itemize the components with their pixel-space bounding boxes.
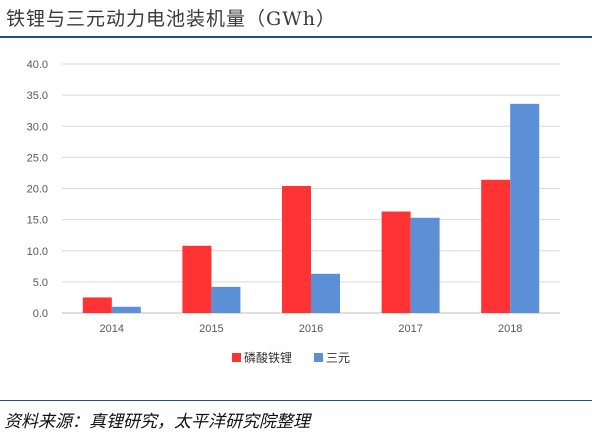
x-tick-label: 2017 xyxy=(398,323,422,335)
x-tick-label: 2016 xyxy=(299,323,323,335)
y-tick-label: 25.0 xyxy=(27,152,48,164)
bar-lfp-2016 xyxy=(282,186,311,313)
title-divider xyxy=(0,36,592,38)
x-tick-label: 2014 xyxy=(100,323,124,335)
source-note: 资料来源：真锂研究，太平洋研究院整理 xyxy=(4,412,310,432)
bar-ncm-2014 xyxy=(111,306,141,313)
chart-title: 铁锂与三元动力电池装机量（GWh） xyxy=(6,8,336,30)
y-tick-label: 30.0 xyxy=(27,121,48,133)
legend-label: 磷酸铁锂 xyxy=(244,350,292,365)
y-tick-label: 0.0 xyxy=(33,308,48,320)
y-tick-label: 20.0 xyxy=(27,184,48,196)
legend-swatch xyxy=(232,353,241,362)
x-tick-label: 2018 xyxy=(498,323,522,335)
legend-swatch xyxy=(314,353,323,362)
bar-ncm-2016 xyxy=(311,273,340,313)
legend-label: 三元 xyxy=(326,351,350,365)
x-tick-label: 2015 xyxy=(199,323,223,335)
bar-lfp-2017 xyxy=(381,211,411,313)
y-tick-label: 5.0 xyxy=(33,277,48,289)
bar-ncm-2015 xyxy=(211,286,241,313)
y-tick-label: 35.0 xyxy=(27,90,48,102)
bar-ncm-2018 xyxy=(510,103,540,313)
bar-lfp-2015 xyxy=(182,245,212,313)
bar-lfp-2014 xyxy=(82,297,112,313)
bar-lfp-2018 xyxy=(481,179,511,313)
y-tick-label: 15.0 xyxy=(27,215,48,227)
y-tick-label: 40.0 xyxy=(27,59,48,71)
y-tick-label: 10.0 xyxy=(27,246,48,258)
bar-chart: 0.0 5.0 10.0 15.0 20.0 25.0 30.0 35.0 40.0 2014 20… xyxy=(27,59,560,365)
source-divider xyxy=(0,400,592,401)
bar-ncm-2017 xyxy=(410,217,440,313)
